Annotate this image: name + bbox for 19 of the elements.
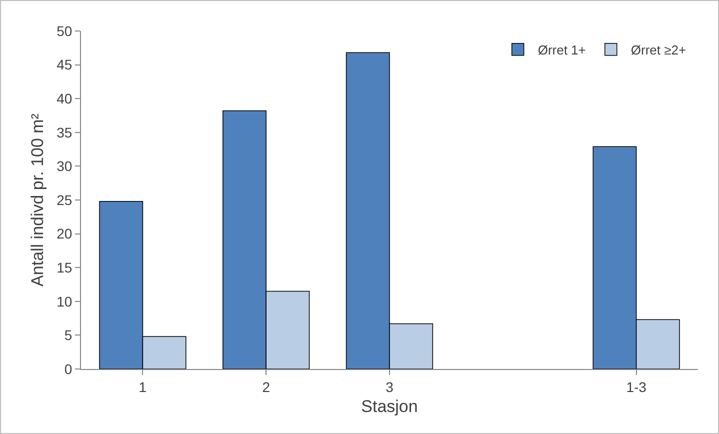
x-tick-label: 1 bbox=[138, 378, 147, 395]
y-tick-label: 20 bbox=[56, 226, 72, 242]
y-tick-label: 5 bbox=[64, 327, 72, 344]
y-axis-title: Antall indivd pr. 100 m² bbox=[28, 113, 48, 286]
legend-label: Ørret 1+ bbox=[538, 42, 586, 58]
y-tick-label: 40 bbox=[56, 90, 72, 106]
x-tick-label: 1-3 bbox=[626, 378, 647, 395]
y-tick-label: 35 bbox=[56, 124, 72, 140]
y-tick-label: 50 bbox=[56, 22, 72, 39]
y-tick-label: 45 bbox=[56, 56, 72, 73]
y-tick-label: 15 bbox=[56, 260, 72, 276]
y-tick-label: 25 bbox=[56, 192, 72, 208]
y-tick-label: 30 bbox=[56, 158, 72, 174]
y-tick-label: 10 bbox=[56, 293, 72, 310]
y-tick-label: 0 bbox=[64, 360, 72, 377]
x-axis-title: Stasjon bbox=[361, 397, 418, 416]
legend-label: Ørret ≥2+ bbox=[630, 42, 686, 58]
x-tick-label: 2 bbox=[262, 378, 270, 395]
x-tick-label: 3 bbox=[386, 378, 394, 395]
